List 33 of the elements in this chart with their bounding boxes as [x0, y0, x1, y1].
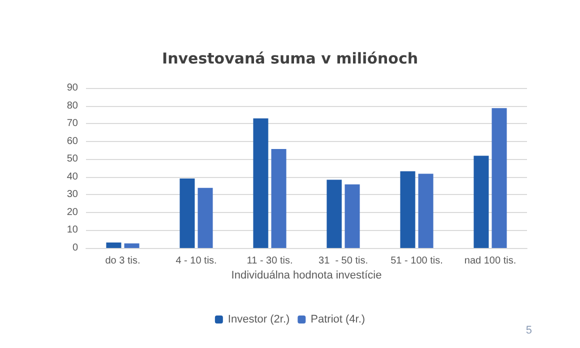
- bar: [271, 148, 286, 248]
- x-tick-label: 4 - 10 tis.: [176, 256, 217, 266]
- y-tick-label: 70: [66, 118, 78, 130]
- bar: [400, 171, 416, 248]
- x-tick-label: 11 - 30 tis.: [246, 256, 293, 266]
- y-tick-label: 60: [66, 136, 78, 147]
- bar: [326, 180, 342, 248]
- chart-title: Investovaná suma v miliónoch: [162, 50, 418, 68]
- y-tick-label: 90: [66, 82, 78, 94]
- x-axis-title: Individuálna hodnota investície: [231, 270, 382, 282]
- bar: [418, 174, 434, 248]
- bar: [253, 118, 268, 248]
- bar: [492, 108, 507, 248]
- bar: [180, 178, 195, 248]
- x-tick-label: nad 100 tis.: [464, 256, 516, 266]
- text: 5: [526, 324, 532, 336]
- y-tick-label: 10: [66, 224, 78, 236]
- y-tick-label: 50: [66, 154, 78, 165]
- bar: [106, 242, 122, 248]
- x-tick-label: 51 - 100 tis.: [390, 256, 443, 266]
- y-tick-label: 0: [72, 242, 78, 254]
- x-tick-label: 31 - 50 tis.: [318, 256, 368, 266]
- bar: [198, 188, 213, 248]
- legend-label: Patriot (4r.): [310, 314, 366, 326]
- bar: [344, 184, 360, 248]
- bar: [474, 156, 489, 248]
- y-tick-label: 80: [66, 100, 78, 112]
- legend-label: Investor (2r.): [228, 314, 290, 326]
- bar: [124, 243, 140, 248]
- y-tick-label: 30: [66, 189, 78, 200]
- y-tick-label: 20: [66, 206, 78, 218]
- y-tick-label: 40: [66, 171, 78, 182]
- x-tick-label: do 3 tis.: [105, 256, 140, 266]
